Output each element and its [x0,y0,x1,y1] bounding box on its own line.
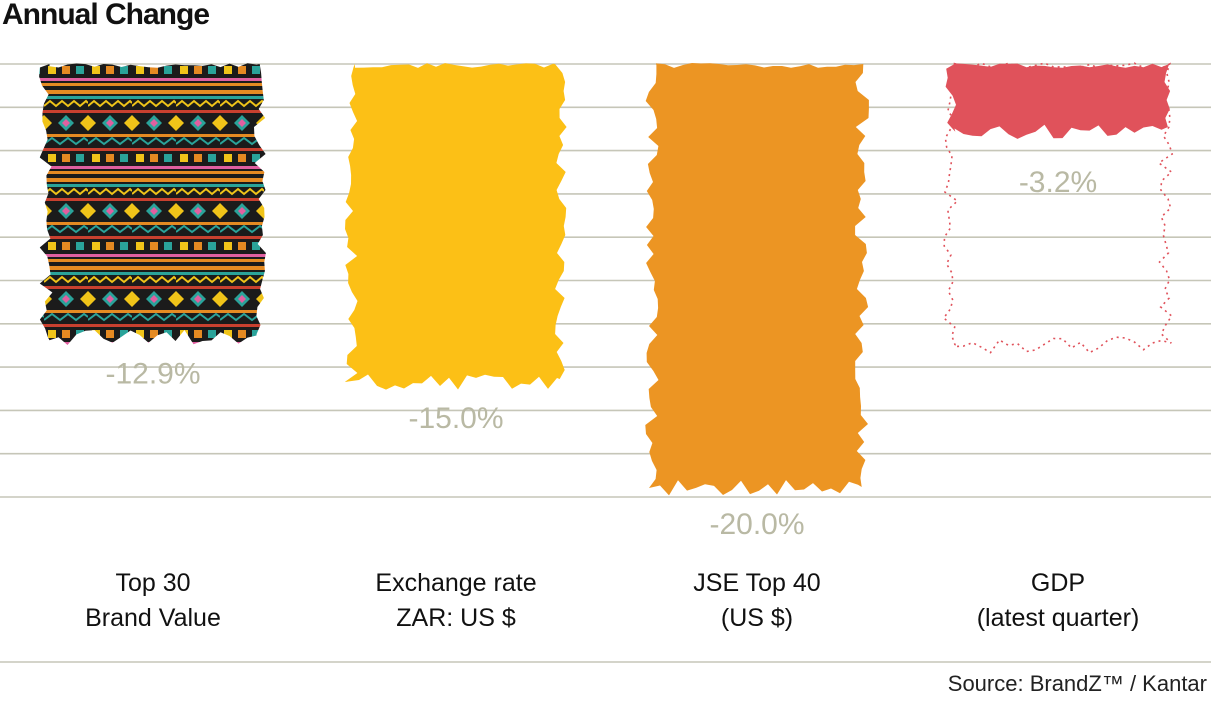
chart-title: Annual Change [2,0,210,31]
value-label: -12.9% [105,357,200,390]
bar-top30-brand-value [39,63,266,345]
value-label: -3.2% [1019,166,1097,199]
category-labels: Top 30 Brand Value Exchange rate ZAR: US $ J… [85,569,1139,632]
category-label: ZAR: US $ [396,604,516,632]
category-label: (latest quarter) [977,604,1140,632]
category-label: Brand Value [85,604,221,632]
bar-exchange-rate [344,63,567,390]
category-label: GDP [1031,569,1085,597]
value-label: -15.0% [408,402,503,435]
category-label: Top 30 [115,569,190,597]
category-label: JSE Top 40 [693,569,820,597]
source-note: Source: BrandZ™ / Kantar [947,671,1207,696]
bars [39,62,1174,496]
value-labels: -12.9% -15.0% -20.0% -3.2% [105,166,1097,541]
category-label: Exchange rate [375,569,536,597]
bar-gdp [945,63,1171,139]
value-label: -20.0% [709,508,804,541]
category-label: (US $) [721,604,793,632]
bar-jse-top40 [645,63,869,496]
